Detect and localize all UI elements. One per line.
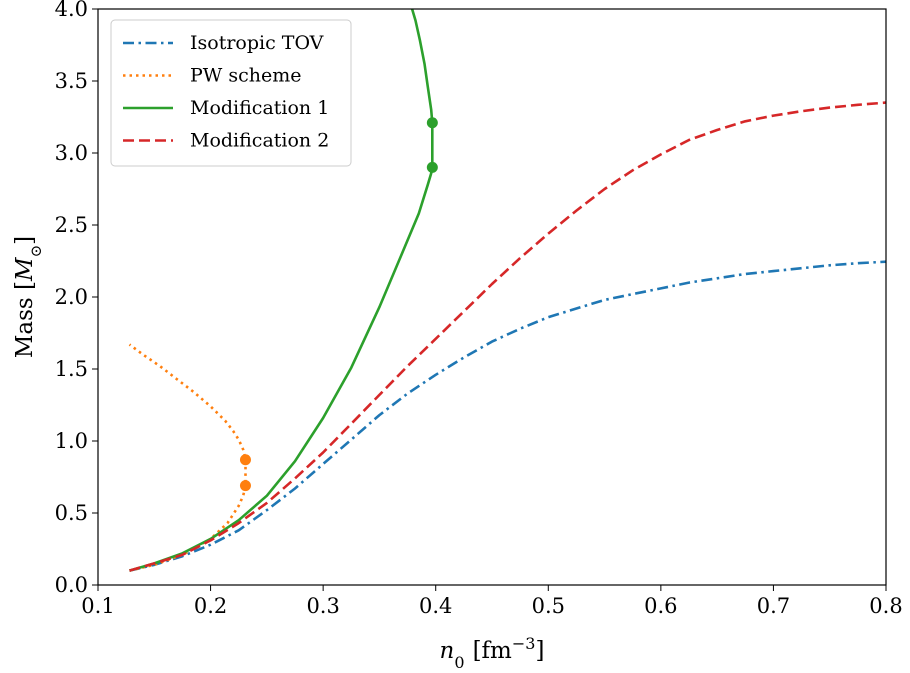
marker-layer bbox=[239, 117, 438, 492]
x-tick-label: 0.4 bbox=[419, 594, 452, 618]
legend-label-1: Isotropic TOV bbox=[190, 32, 324, 54]
y-tick-label: 3.5 bbox=[55, 69, 88, 93]
x-tick-label: 0.5 bbox=[532, 594, 565, 618]
series-point-3 bbox=[426, 161, 438, 173]
x-tick-label: 0.7 bbox=[757, 594, 790, 618]
series-line-2 bbox=[128, 343, 247, 572]
y-tick-label: 1.0 bbox=[55, 429, 88, 453]
y-tick-label: 2.0 bbox=[55, 285, 88, 309]
x-tick-label: 0.1 bbox=[81, 594, 114, 618]
series-point-3 bbox=[426, 117, 438, 129]
legend-entries: Isotropic TOV PW scheme Modification 1 Modi… bbox=[123, 32, 329, 152]
legend-label-3: Modification 1 bbox=[190, 97, 329, 119]
legend: Isotropic TOV PW scheme Modification 1 Modi… bbox=[110, 19, 352, 167]
x-axis-title: n0 [fm−3] bbox=[440, 634, 545, 672]
legend-label-4: Modification 2 bbox=[190, 130, 329, 152]
series-point-2 bbox=[239, 480, 251, 492]
y-tick-label: 0.0 bbox=[55, 573, 88, 597]
x-tick-label: 0.3 bbox=[306, 594, 339, 618]
x-tick-label: 0.2 bbox=[194, 594, 227, 618]
y-axis: 0.0 0.5 1.0 1.5 2.0 2.5 3.0 3.5 4.0 bbox=[55, 0, 98, 597]
series-line-3 bbox=[129, 9, 434, 572]
x-tick-label: 0.6 bbox=[644, 594, 677, 618]
y-tick-label: 0.5 bbox=[55, 501, 88, 525]
x-tick-label: 0.8 bbox=[869, 594, 902, 618]
series-point-2 bbox=[239, 454, 251, 466]
y-tick-label: 4.0 bbox=[55, 0, 88, 21]
y-tick-label: 1.5 bbox=[55, 357, 88, 381]
y-tick-label: 3.0 bbox=[55, 141, 88, 165]
legend-label-2: PW scheme bbox=[190, 65, 302, 87]
series-line-1 bbox=[129, 260, 886, 572]
x-axis: 0.1 0.2 0.3 0.4 0.5 0.6 0.7 0.8 bbox=[81, 585, 903, 618]
series-layer bbox=[128, 9, 886, 572]
series-line-4 bbox=[129, 101, 886, 572]
y-tick-label: 2.5 bbox=[55, 213, 88, 237]
y-axis-title: Mass [M⊙] bbox=[12, 236, 45, 358]
legend-box bbox=[110, 19, 352, 167]
